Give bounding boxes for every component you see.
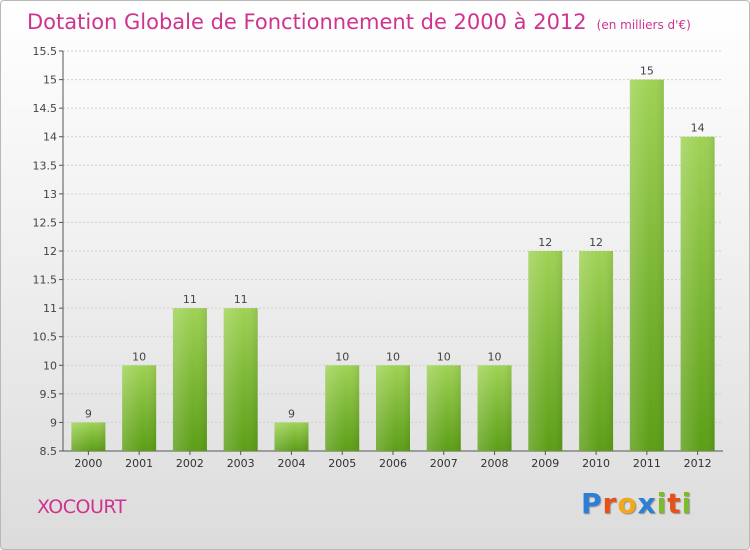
chart-title-text: Dotation Globale de Fonctionnement de 20…: [27, 10, 587, 34]
y-tick-label: 15.5: [33, 45, 58, 58]
chart-title: Dotation Globale de Fonctionnement de 20…: [27, 10, 691, 34]
data-label: 11: [183, 293, 197, 306]
x-tick-label: 2007: [430, 457, 458, 470]
data-label: 10: [437, 350, 451, 363]
x-tick-label: 2003: [227, 457, 255, 470]
data-label: 10: [386, 350, 400, 363]
x-tick-label: 2000: [74, 457, 102, 470]
y-tick-label: 14.5: [33, 102, 58, 115]
x-tick-label: 2004: [277, 457, 305, 470]
y-tick-label: 13: [43, 188, 57, 201]
x-tick-label: 2011: [633, 457, 661, 470]
y-tick-label: 9.5: [40, 388, 58, 401]
logo-letter: t: [667, 487, 682, 520]
x-tick-label: 2012: [684, 457, 712, 470]
x-tick-label: 2010: [582, 457, 610, 470]
data-label: 15: [640, 65, 654, 78]
proxiti-logo: Proxiti: [581, 487, 692, 520]
y-tick-label: 10.5: [33, 331, 58, 344]
logo-letter: x: [637, 487, 657, 520]
y-tick-label: 11: [43, 302, 57, 315]
y-tick-label: 14: [43, 131, 57, 144]
data-label: 14: [691, 122, 705, 135]
x-tick-label: 2002: [176, 457, 204, 470]
logo-letter: i: [656, 487, 668, 520]
data-label: 10: [335, 350, 349, 363]
commune-name: XOCOURT: [37, 496, 126, 518]
bar-shade: [477, 365, 512, 451]
bar-shade: [376, 365, 410, 451]
bar-shade: [223, 308, 258, 451]
data-label: 9: [85, 407, 92, 420]
bar-shade: [274, 422, 309, 451]
logo-letter: i: [681, 487, 693, 520]
data-label: 12: [589, 236, 603, 249]
x-tick-label: 2001: [125, 457, 153, 470]
bar-shade: [579, 251, 614, 451]
data-label: 10: [488, 350, 502, 363]
y-tick-label: 11.5: [33, 274, 58, 287]
bar-shade: [71, 422, 106, 451]
data-label: 10: [132, 350, 146, 363]
y-tick-label: 12: [43, 245, 57, 258]
logo-letter: r: [602, 487, 618, 520]
data-label: 9: [288, 407, 295, 420]
x-tick-label: 2006: [379, 457, 407, 470]
x-tick-label: 2009: [531, 457, 559, 470]
x-tick-label: 2005: [328, 457, 356, 470]
bar-shade: [528, 251, 563, 451]
logo-letter: o: [617, 487, 638, 520]
data-label: 11: [234, 293, 248, 306]
bar-shade: [172, 308, 207, 451]
chart-subtitle: (en milliers d'€): [596, 18, 691, 32]
y-tick-label: 15: [43, 74, 57, 87]
y-tick-label: 9: [50, 416, 57, 429]
bar-shade: [122, 365, 157, 451]
y-tick-label: 10: [43, 359, 57, 372]
data-label: 12: [538, 236, 552, 249]
bar-shade: [426, 365, 461, 451]
y-tick-label: 8.5: [40, 445, 58, 458]
bar-shade: [325, 365, 360, 451]
bar-shade: [629, 79, 664, 452]
y-tick-label: 13.5: [33, 159, 58, 172]
logo-letter: P: [581, 487, 603, 520]
bar-shade: [680, 136, 715, 451]
y-tick-label: 12.5: [33, 216, 58, 229]
x-tick-label: 2008: [481, 457, 509, 470]
